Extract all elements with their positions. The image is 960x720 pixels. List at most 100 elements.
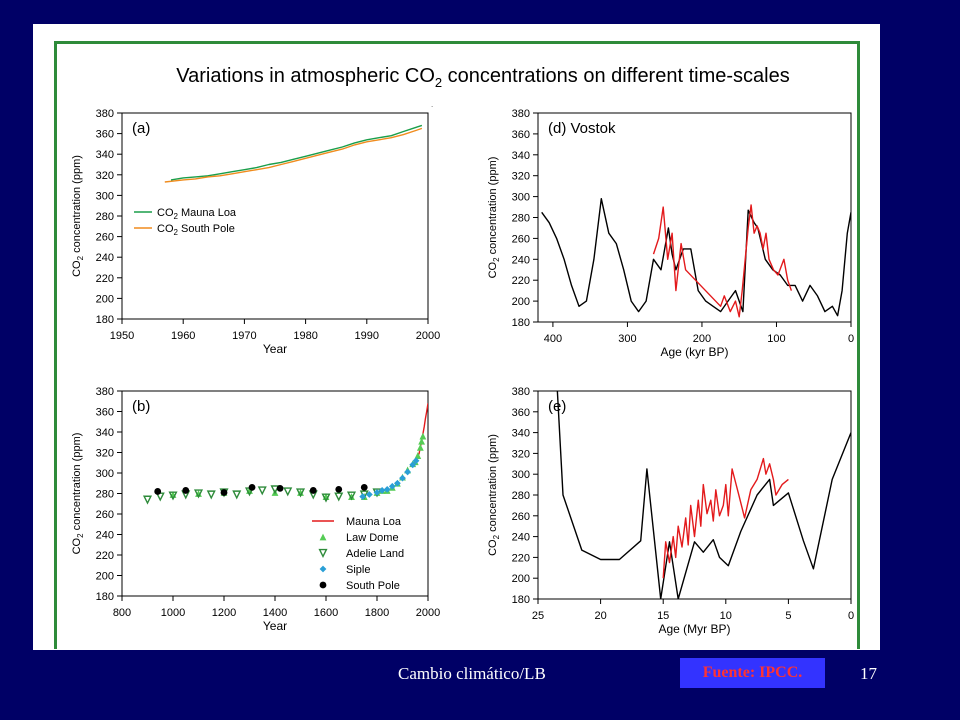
y-tick-label: 320 <box>512 171 530 183</box>
page-number: 17 <box>860 664 877 683</box>
panel-label: (e) <box>548 398 566 415</box>
y-axis-label: CO2 concentration (ppm) <box>487 157 501 279</box>
data-point <box>409 461 417 469</box>
data-point <box>297 489 304 496</box>
y-tick-label: 260 <box>96 232 114 244</box>
x-tick-label: 1200 <box>212 607 236 619</box>
y-tick-label: 260 <box>512 511 530 523</box>
y-tick-label: 220 <box>96 550 114 562</box>
y-tick-label: 220 <box>96 273 114 285</box>
figure-frame <box>54 41 860 649</box>
x-axis-label: Age (Myr BP) <box>658 622 730 636</box>
data-point <box>412 457 420 465</box>
data-point <box>334 492 344 502</box>
y-tick-label: 200 <box>512 296 530 308</box>
data-point <box>220 489 228 496</box>
title-dot: . <box>431 100 433 109</box>
y-tick-label: 180 <box>96 314 114 326</box>
x-tick-label: 200 <box>693 333 711 345</box>
data-point <box>360 483 368 491</box>
chart-panel-e: 180 200 220 240 260 280 300 320 340 360 380 25 20 15 1… <box>487 386 854 636</box>
data-point <box>373 489 381 496</box>
x-tick-label: 1970 <box>232 330 256 342</box>
data-point <box>283 487 293 497</box>
data-point <box>309 487 317 494</box>
data-point <box>295 488 306 498</box>
data-point <box>168 491 178 501</box>
y-tick-label: 380 <box>96 386 114 398</box>
y-tick-label: 180 <box>96 591 114 603</box>
data-point <box>399 474 406 482</box>
legend-label: Mauna Loa <box>346 516 402 528</box>
y-tick-label: 320 <box>96 170 114 182</box>
data-point <box>232 490 242 500</box>
x-tick-label: 300 <box>618 333 636 345</box>
chart-panel-d: 180 200 220 240 260 280 300 320 340 360 380 400 300 2… <box>487 108 854 359</box>
data-point <box>276 484 284 492</box>
x-tick-label: 1950 <box>110 330 134 342</box>
chart-panel-b: 180 200 220 240 260 280 300 320 340 360 380 800 1000… <box>71 386 440 633</box>
y-tick-label: 240 <box>96 530 114 542</box>
series-line-1 <box>164 127 423 183</box>
y-tick-label: 340 <box>96 149 114 161</box>
x-tick-label: 0 <box>848 333 854 345</box>
chart-panel-a: 180 200 220 240 260 280 300 320 340 360 380 1950 196… <box>71 108 440 356</box>
y-tick-label: 360 <box>512 407 530 419</box>
legend-label: CO2 Mauna Loa <box>157 207 237 221</box>
legend: CO2 Mauna Loa CO2 South Pole <box>134 207 237 237</box>
y-tick-label: 380 <box>96 108 114 120</box>
data-point <box>321 493 331 503</box>
x-tick-label: 800 <box>113 607 131 619</box>
slide-panel <box>33 24 880 650</box>
source-badge: Fuente: IPCC. <box>680 658 825 688</box>
data-point <box>419 432 427 440</box>
data-point <box>383 486 391 493</box>
panel-label: (d) Vostok <box>548 120 616 137</box>
y-tick-label: 340 <box>512 428 530 440</box>
y-tick-label: 320 <box>96 448 114 460</box>
data-point <box>394 479 401 487</box>
y-tick-label: 280 <box>512 490 530 502</box>
legend-swatch <box>318 548 328 558</box>
series-line-0 <box>541 197 851 317</box>
data-point <box>193 489 204 499</box>
legend-swatch <box>319 533 327 541</box>
x-tick-label: 1400 <box>263 607 287 619</box>
axes-box <box>537 390 852 600</box>
y-tick-label: 240 <box>512 532 530 544</box>
legend-swatch <box>319 565 327 573</box>
data-point <box>206 490 216 500</box>
y-axis-label: CO2 concentration (ppm) <box>71 155 85 277</box>
y-tick-label: 200 <box>96 293 114 305</box>
x-tick-label: 100 <box>767 333 785 345</box>
data-point <box>418 437 426 445</box>
series-line-0 <box>170 124 423 181</box>
y-axis-label: CO2 concentration (ppm) <box>71 433 85 555</box>
legend-label: South Pole <box>346 580 400 592</box>
series-line-1 <box>652 204 793 318</box>
x-tick-label: 1990 <box>355 330 379 342</box>
data-point <box>348 493 355 500</box>
y-tick-label: 360 <box>96 407 114 419</box>
y-tick-label: 260 <box>512 233 530 245</box>
x-tick-label: 1000 <box>161 607 185 619</box>
data-point <box>359 493 367 500</box>
series-line-0 <box>556 391 851 599</box>
x-tick-label: 15 <box>657 610 669 622</box>
data-point <box>195 490 202 497</box>
y-axis-label: CO2 concentration (ppm) <box>487 434 501 556</box>
y-tick-label: 200 <box>512 573 530 585</box>
x-tick-label: 2000 <box>416 330 440 342</box>
y-tick-label: 280 <box>512 213 530 225</box>
x-tick-label: 1600 <box>314 607 338 619</box>
series-layer <box>164 124 423 183</box>
y-tick-label: 180 <box>512 317 530 329</box>
y-tick-label: 260 <box>96 509 114 521</box>
legend-label: Adelie Land <box>346 548 404 560</box>
series-line-1 <box>662 457 789 579</box>
x-tick-label: 5 <box>785 610 791 622</box>
y-tick-label: 300 <box>512 192 530 204</box>
data-point <box>335 486 343 493</box>
